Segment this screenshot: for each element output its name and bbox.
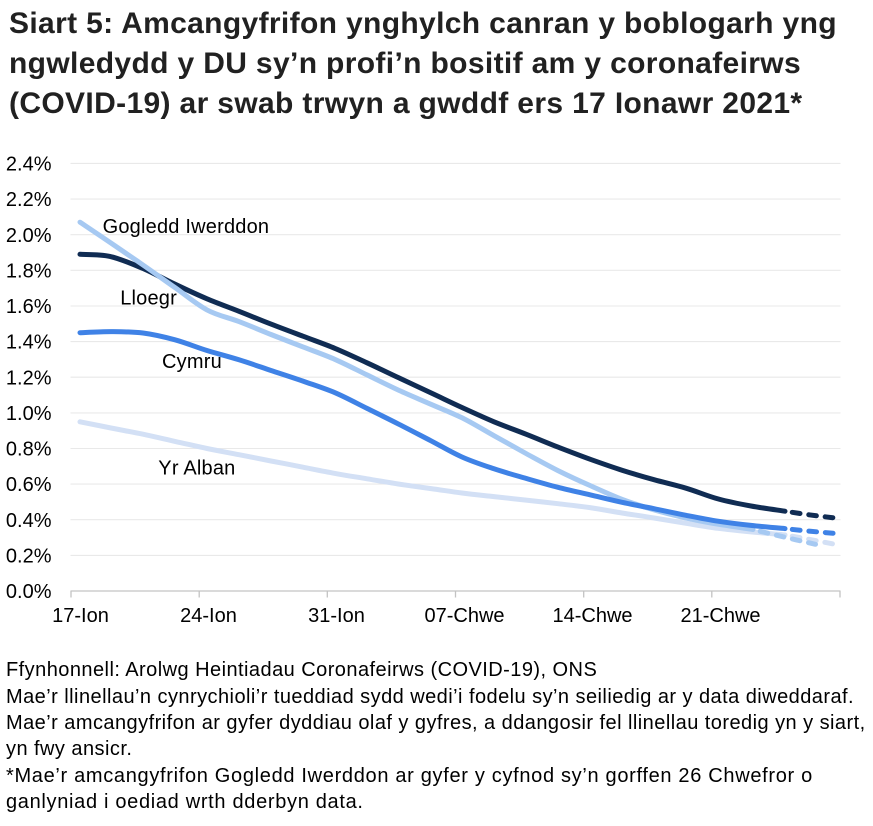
svg-text:24-Ion: 24-Ion bbox=[180, 605, 237, 627]
svg-text:2.4%: 2.4% bbox=[6, 154, 52, 176]
svg-text:1.2%: 1.2% bbox=[6, 367, 52, 389]
svg-text:0.2%: 0.2% bbox=[6, 546, 52, 568]
svg-text:0.6%: 0.6% bbox=[6, 474, 52, 496]
svg-text:1.6%: 1.6% bbox=[6, 296, 52, 318]
svg-text:Lloegr: Lloegr bbox=[120, 287, 177, 309]
svg-text:Cymru: Cymru bbox=[162, 351, 222, 373]
svg-text:1.0%: 1.0% bbox=[6, 403, 52, 425]
svg-text:07-Chwe: 07-Chwe bbox=[424, 605, 504, 627]
svg-text:0.0%: 0.0% bbox=[6, 581, 52, 603]
svg-text:14-Chwe: 14-Chwe bbox=[552, 605, 632, 627]
svg-text:Yr Alban: Yr Alban bbox=[158, 458, 235, 480]
svg-text:0.4%: 0.4% bbox=[6, 510, 52, 532]
svg-text:0.8%: 0.8% bbox=[6, 439, 52, 461]
svg-text:31-Ion: 31-Ion bbox=[308, 605, 365, 627]
svg-text:21-Chwe: 21-Chwe bbox=[680, 605, 760, 627]
svg-text:1.4%: 1.4% bbox=[6, 332, 52, 354]
svg-text:17-Ion: 17-Ion bbox=[52, 605, 109, 627]
svg-text:1.8%: 1.8% bbox=[6, 260, 52, 282]
svg-text:2.2%: 2.2% bbox=[6, 189, 52, 211]
svg-text:Gogledd Iwerddon: Gogledd Iwerddon bbox=[103, 216, 270, 238]
svg-text:2.0%: 2.0% bbox=[6, 225, 52, 247]
